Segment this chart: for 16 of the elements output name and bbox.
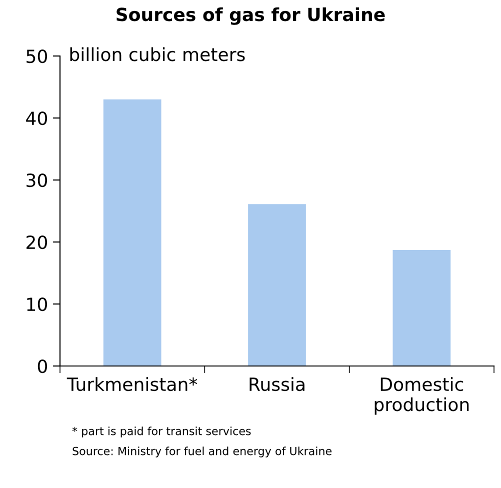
- bar: [248, 204, 306, 366]
- source-note: Source: Ministry for fuel and energy of Ukraine: [72, 446, 332, 458]
- y-tick-label: 40: [26, 111, 47, 126]
- y-tick-label: 50: [26, 49, 47, 64]
- bar: [392, 250, 451, 366]
- x-tick-label: Turkmenistan*: [66, 377, 198, 392]
- y-tick-label: 20: [26, 235, 47, 250]
- y-tick-label: 0: [38, 359, 47, 374]
- y-tick-label: 30: [26, 173, 47, 188]
- y-axis-title: billion cubic meters: [70, 47, 245, 62]
- x-tick-label: Domestic production: [374, 377, 469, 415]
- x-tick-label: Russia: [250, 377, 304, 392]
- chart-title: Sources of gas for Ukraine: [116, 7, 385, 25]
- bar: [103, 99, 162, 366]
- y-tick-label: 10: [27, 297, 47, 312]
- text: * part is paid for transit services: [72, 426, 251, 438]
